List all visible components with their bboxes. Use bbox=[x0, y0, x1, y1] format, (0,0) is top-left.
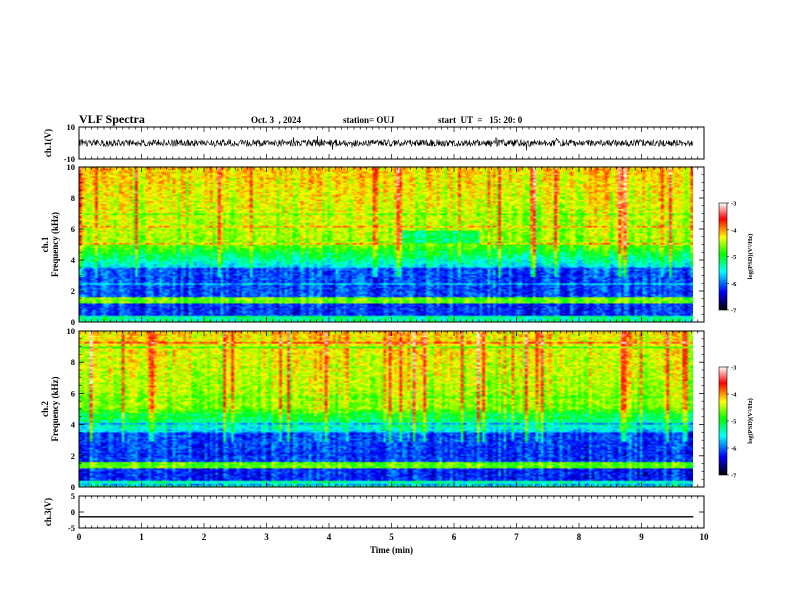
figure-title: VLF Spectra bbox=[79, 112, 145, 126]
y-tick-label: 10 bbox=[67, 162, 76, 172]
date-label: Oct. 3 , 2024 bbox=[251, 115, 301, 125]
x-axis-label: Time (min) bbox=[370, 545, 413, 555]
y-axis-label-channel: ch.1 bbox=[40, 236, 50, 252]
x-tick-label: 8 bbox=[577, 532, 582, 542]
y-axis-label-channel: ch.2 bbox=[40, 401, 50, 417]
y-tick-label: -5 bbox=[68, 523, 75, 533]
colorbar bbox=[718, 366, 728, 476]
colorbar-tick-label: -5 bbox=[731, 254, 737, 261]
y-axis-label-frequency: Frequency (kHz) bbox=[50, 376, 60, 441]
y-axis-label: ch.1(V) bbox=[43, 129, 53, 157]
y-axis-label-frequency: Frequency (kHz) bbox=[50, 212, 60, 277]
colorbar-tick-label: -4 bbox=[731, 392, 737, 399]
spectrogram-image-ch2 bbox=[79, 167, 693, 322]
x-tick-label: 4 bbox=[327, 532, 332, 542]
y-tick-label: 4 bbox=[71, 255, 76, 265]
y-tick-label: 2 bbox=[71, 286, 75, 296]
x-tick-label: 6 bbox=[452, 532, 457, 542]
colorbar-label: log(PSD)(V²/Hz) bbox=[747, 234, 754, 280]
y-tick-label: 2 bbox=[71, 451, 75, 461]
x-tick-label: 10 bbox=[700, 532, 710, 542]
x-tick-label: 7 bbox=[514, 532, 519, 542]
colorbar-tick-label: -6 bbox=[731, 446, 737, 453]
y-tick-label: 6 bbox=[71, 224, 75, 234]
start-time-label: start UT = 15: 20: 0 bbox=[438, 115, 523, 125]
station-label: station= OUJ bbox=[343, 115, 395, 125]
colorbar-tick-label: -3 bbox=[731, 365, 737, 372]
y-axis-label: ch.3(V) bbox=[43, 498, 53, 526]
y-tick-label: 0 bbox=[71, 317, 75, 327]
y-tick-label: 6 bbox=[71, 388, 75, 398]
colorbar-tick-label: -5 bbox=[731, 419, 737, 426]
y-tick-label: 5 bbox=[71, 491, 75, 501]
y-tick-label: 10 bbox=[67, 326, 76, 336]
x-tick-label: 9 bbox=[639, 532, 644, 542]
y-tick-label: 0 bbox=[71, 482, 75, 492]
y-tick-label: 8 bbox=[71, 357, 75, 367]
y-tick-label: 8 bbox=[71, 193, 75, 203]
x-tick-label: 2 bbox=[202, 532, 207, 542]
x-tick-label: 3 bbox=[264, 532, 269, 542]
y-tick-label: -10 bbox=[64, 154, 75, 164]
x-tick-label: 5 bbox=[389, 532, 394, 542]
ch1-waveform-line bbox=[78, 135, 694, 151]
colorbar-tick-label: -7 bbox=[731, 308, 737, 315]
colorbar bbox=[718, 202, 728, 311]
y-tick-label: 10 bbox=[67, 122, 76, 132]
colorbar-tick-label: -4 bbox=[731, 227, 737, 234]
spectrogram-image-ch3 bbox=[79, 331, 693, 487]
y-tick-label: 4 bbox=[71, 420, 76, 430]
colorbar-tick-label: -3 bbox=[731, 201, 737, 208]
colorbar-tick-label: -6 bbox=[731, 281, 737, 288]
colorbar-tick-label: -7 bbox=[731, 473, 737, 480]
x-tick-label: 1 bbox=[139, 532, 144, 542]
colorbar-label: log(PSD)(V²/Hz) bbox=[747, 398, 754, 444]
x-tick-label: 0 bbox=[77, 532, 82, 542]
y-tick-label: 0 bbox=[71, 507, 75, 517]
